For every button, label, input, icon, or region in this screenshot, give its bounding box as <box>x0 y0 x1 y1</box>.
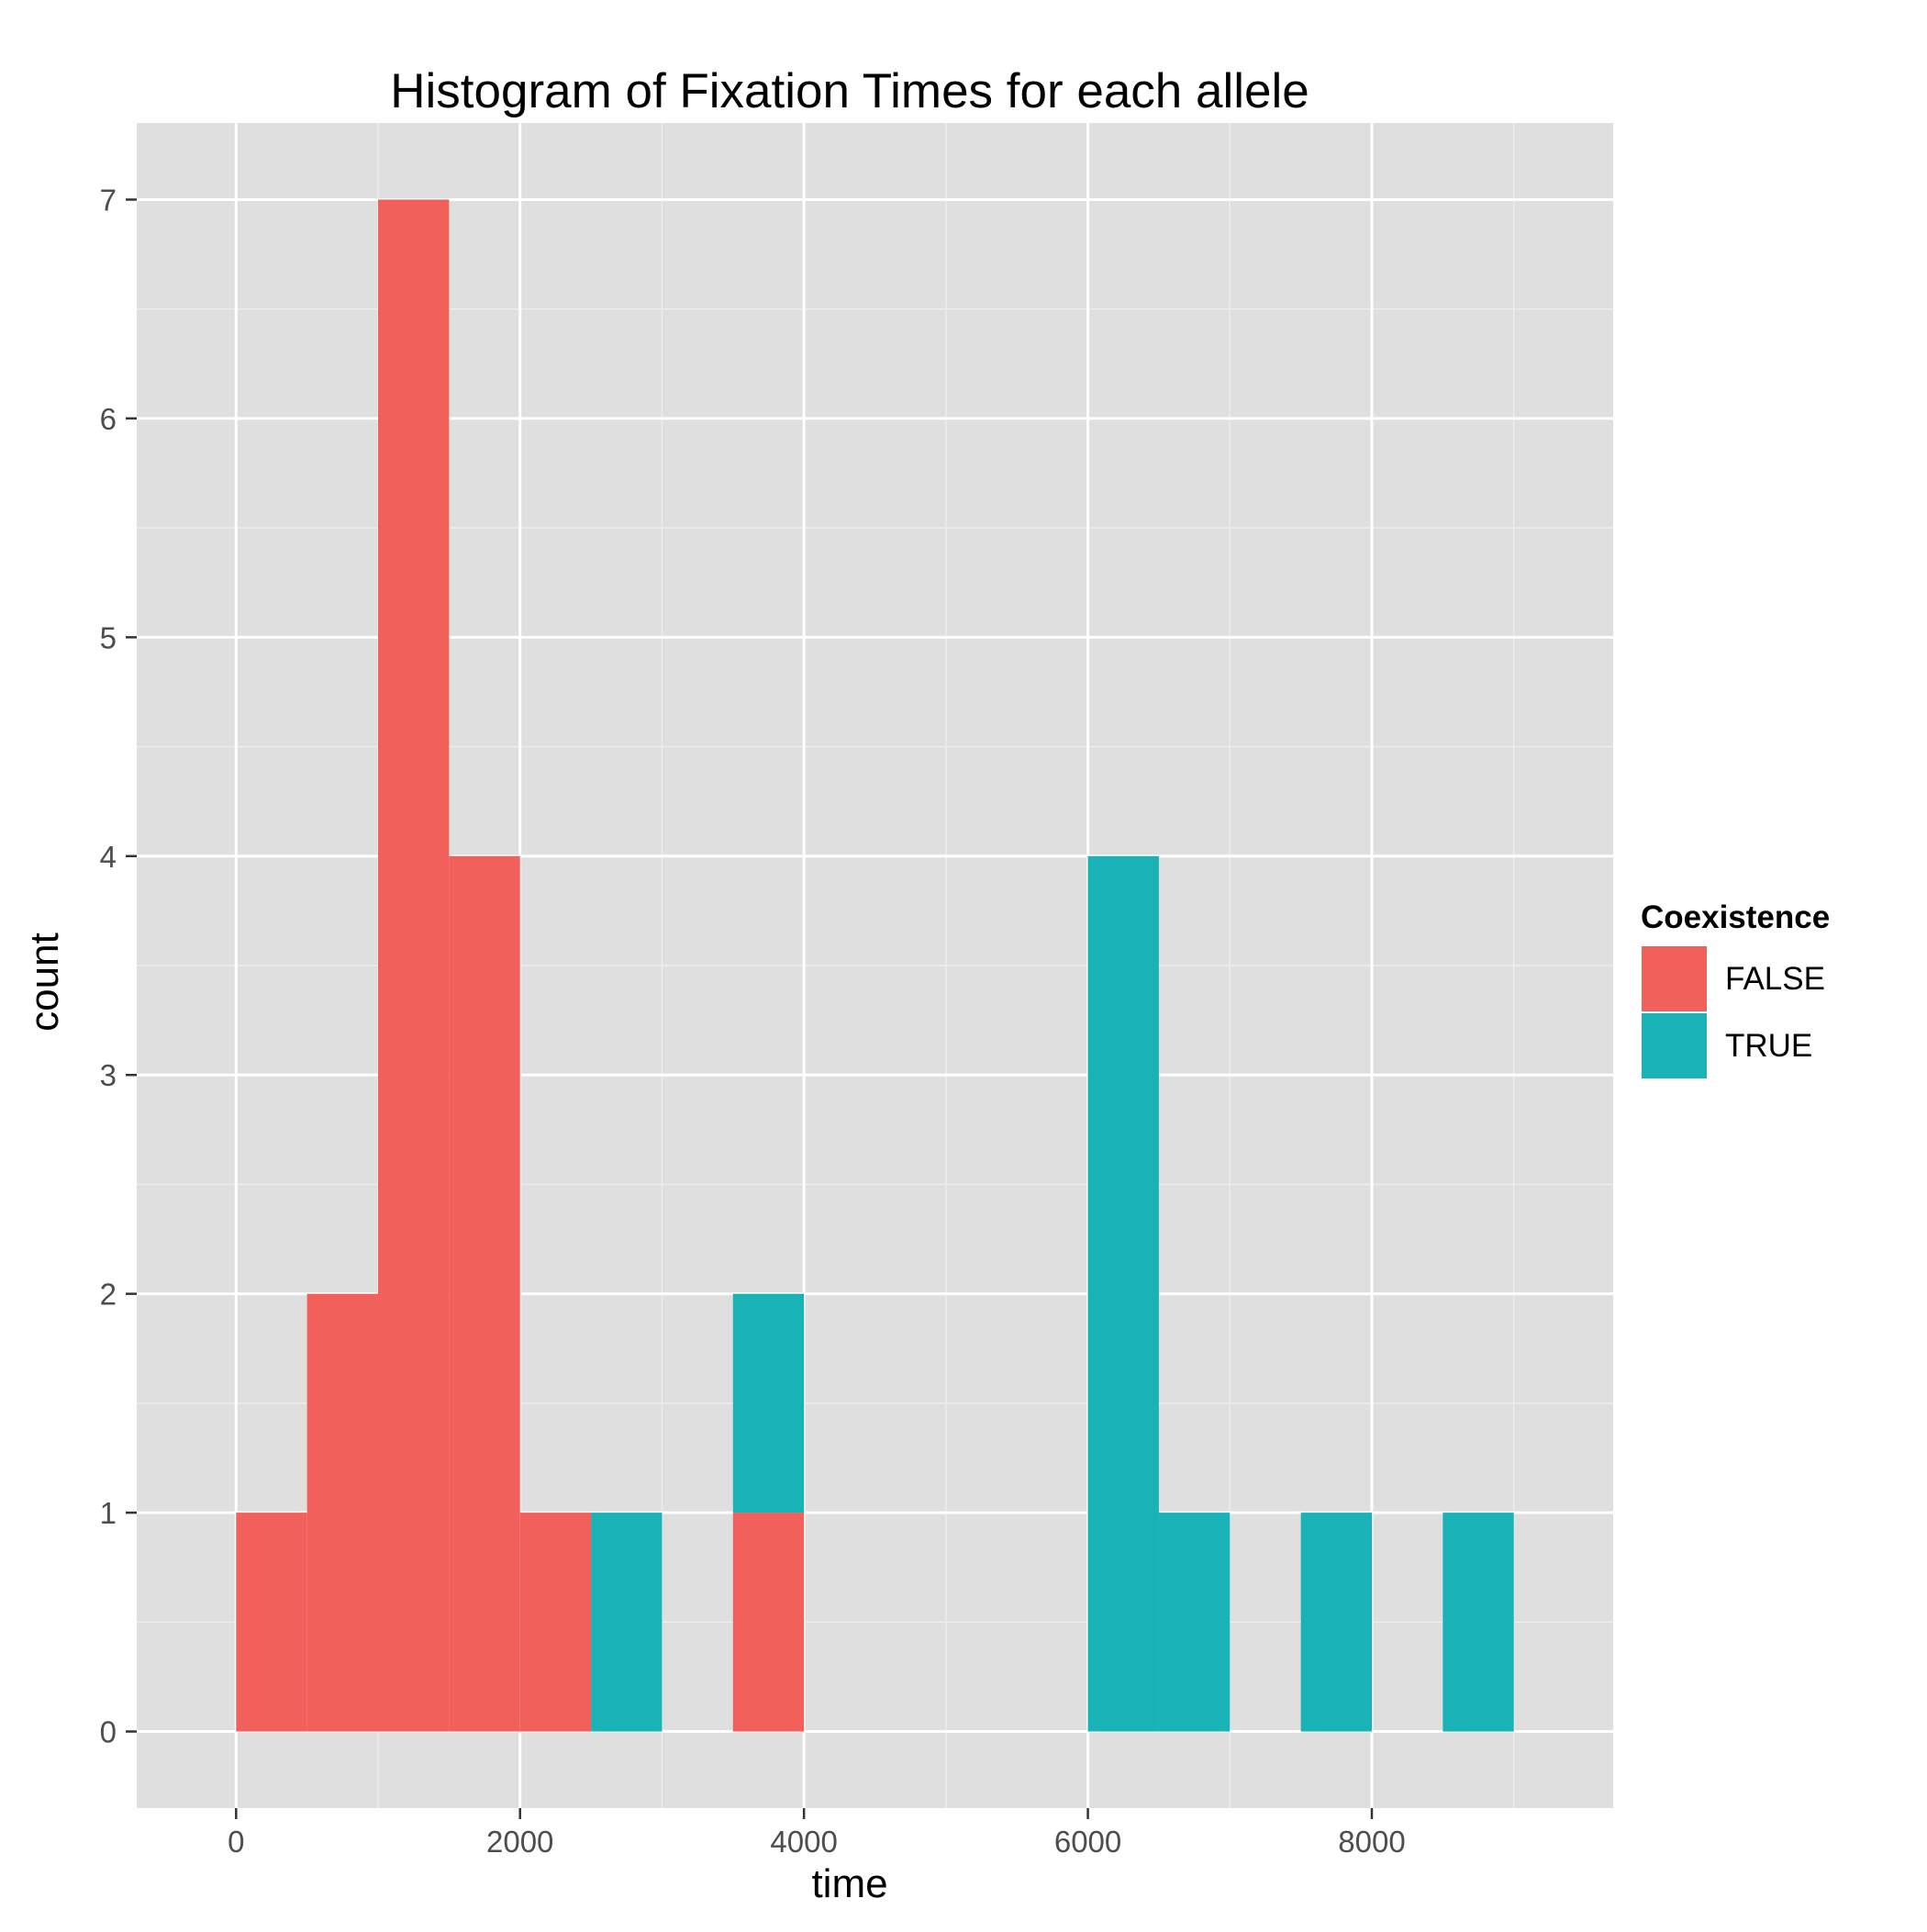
histogram-bar-false <box>236 1513 307 1732</box>
y-tick-label: 4 <box>100 840 117 874</box>
histogram-bar-true <box>1442 1513 1514 1732</box>
y-axis-ticks: 0 1 2 3 4 5 6 7 <box>100 183 137 1749</box>
histogram-bar-false <box>732 1513 805 1732</box>
histogram-bars <box>236 199 1514 1732</box>
legend-key-false <box>1640 944 1709 1013</box>
y-axis-title: count <box>22 932 67 1032</box>
histogram-bar-true <box>1300 1513 1372 1732</box>
histogram-bar-true <box>591 1513 663 1732</box>
x-tick-label: 8000 <box>1338 1825 1405 1859</box>
y-tick-label: 5 <box>100 620 117 654</box>
legend-label-true: TRUE <box>1725 1028 1812 1064</box>
legend-label-false: FALSE <box>1725 961 1825 997</box>
histogram-bar-true <box>732 1293 805 1513</box>
y-tick-label: 3 <box>100 1058 117 1092</box>
histogram-bar-false <box>449 855 520 1732</box>
x-axis-ticks: 0 2000 4000 6000 8000 <box>228 1808 1406 1859</box>
x-tick-label: 2000 <box>486 1825 553 1859</box>
chart-title: Histogram of Fixation Times for each all… <box>390 64 1309 118</box>
histogram-bar-false <box>378 199 450 1732</box>
histogram-bar-true <box>1087 855 1159 1732</box>
x-tick-label: 6000 <box>1054 1825 1121 1859</box>
y-tick-label: 7 <box>100 183 117 217</box>
x-tick-label: 4000 <box>770 1825 837 1859</box>
y-tick-label: 1 <box>100 1496 117 1530</box>
histogram-bar-false <box>519 1513 592 1732</box>
y-tick-label: 6 <box>100 402 117 436</box>
y-tick-label: 2 <box>100 1278 117 1312</box>
x-axis-title: time <box>811 1861 887 1906</box>
histogram-bar-false <box>306 1293 379 1732</box>
histogram-bar-true <box>1158 1513 1231 1732</box>
x-tick-label: 0 <box>228 1825 244 1859</box>
y-tick-label: 0 <box>100 1715 117 1749</box>
legend-title: Coexistence <box>1641 899 1830 935</box>
legend: Coexistence FALSE TRUE <box>1640 899 1830 1080</box>
legend-key-true <box>1640 1011 1709 1080</box>
